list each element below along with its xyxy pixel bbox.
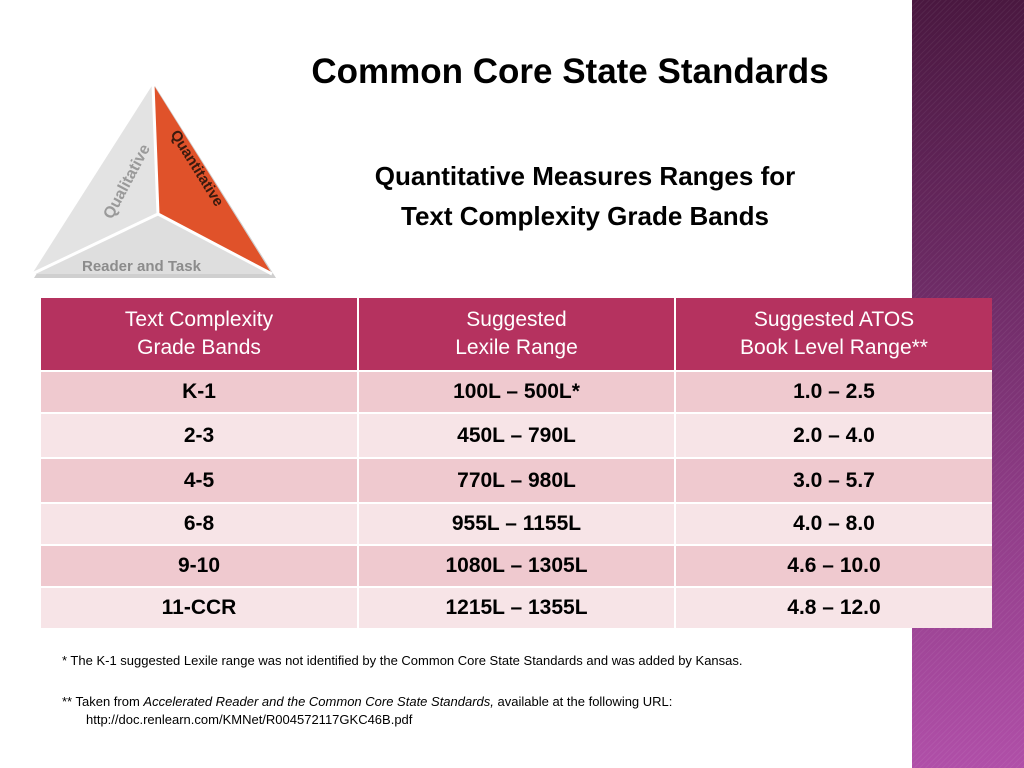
subtitle-line-1: Quantitative Measures Ranges for bbox=[374, 161, 796, 191]
cell-atos: 4.0 – 8.0 bbox=[675, 502, 992, 545]
footnote-url[interactable]: http://doc.renlearn.com/KMNet/R004572117… bbox=[86, 712, 413, 727]
footnote-atos-source: ** Taken from Accelerated Reader and the… bbox=[62, 693, 672, 729]
reader-and-task-label: Reader and Task bbox=[82, 258, 202, 275]
header-atos-range: Suggested ATOS Book Level Range** bbox=[675, 298, 992, 371]
cell-lexile: 770L – 980L bbox=[358, 457, 676, 503]
footnote-prefix: ** Taken from bbox=[62, 694, 144, 709]
table-row: 2-3 450L – 790L 2.0 – 4.0 bbox=[41, 412, 992, 458]
header-lexile-range: Suggested Lexile Range bbox=[358, 298, 676, 371]
cell-atos: 4.8 – 12.0 bbox=[675, 586, 992, 628]
cell-grade-band: 2-3 bbox=[41, 412, 359, 458]
header-line: Suggested bbox=[466, 308, 567, 331]
footnote-suffix: available at the following URL: bbox=[493, 694, 673, 709]
header-line: Suggested ATOS bbox=[753, 308, 915, 331]
ranges-table: Text Complexity Grade Bands Suggested Le… bbox=[41, 298, 992, 628]
cell-atos: 4.6 – 10.0 bbox=[675, 544, 992, 587]
cell-grade-band: 11-CCR bbox=[41, 586, 359, 628]
slide-title: Common Core State Standards bbox=[311, 52, 829, 91]
triangle-bottom-section bbox=[32, 214, 272, 274]
header-line: Lexile Range bbox=[455, 336, 578, 359]
header-grade-bands: Text Complexity Grade Bands bbox=[41, 298, 359, 371]
table-row: 4-5 770L – 980L 3.0 – 5.7 bbox=[41, 457, 992, 503]
cell-lexile: 1080L – 1305L bbox=[358, 544, 676, 587]
text-complexity-triangle: Qualitative Quantitative Reader and Task bbox=[30, 82, 280, 282]
cell-grade-band: 6-8 bbox=[41, 502, 359, 545]
table-row: K-1 100L – 500L* 1.0 – 2.5 bbox=[41, 370, 992, 413]
header-line: Text Complexity bbox=[124, 308, 274, 331]
cell-lexile: 450L – 790L bbox=[358, 412, 676, 458]
table-row: 11-CCR 1215L – 1355L 4.8 – 12.0 bbox=[41, 586, 992, 628]
cell-lexile: 100L – 500L* bbox=[358, 370, 676, 413]
slide-subtitle: Quantitative Measures Ranges for Text Co… bbox=[330, 156, 840, 236]
footnote-k1: * The K-1 suggested Lexile range was not… bbox=[62, 653, 743, 668]
footnote-source-title: Accelerated Reader and the Common Core S… bbox=[143, 694, 494, 709]
cell-lexile: 955L – 1155L bbox=[358, 502, 676, 545]
table-row: 6-8 955L – 1155L 4.0 – 8.0 bbox=[41, 502, 992, 545]
table-row: 9-10 1080L – 1305L 4.6 – 10.0 bbox=[41, 544, 992, 587]
cell-atos: 1.0 – 2.5 bbox=[675, 370, 992, 413]
cell-grade-band: K-1 bbox=[41, 370, 359, 413]
subtitle-line-2: Text Complexity Grade Bands bbox=[401, 201, 769, 231]
header-line: Book Level Range** bbox=[740, 336, 928, 359]
cell-grade-band: 4-5 bbox=[41, 457, 359, 503]
table-header-row: Text Complexity Grade Bands Suggested Le… bbox=[41, 298, 992, 371]
cell-grade-band: 9-10 bbox=[41, 544, 359, 587]
cell-atos: 2.0 – 4.0 bbox=[675, 412, 992, 458]
header-line: Grade Bands bbox=[137, 336, 261, 359]
cell-atos: 3.0 – 5.7 bbox=[675, 457, 992, 503]
cell-lexile: 1215L – 1355L bbox=[358, 586, 676, 628]
